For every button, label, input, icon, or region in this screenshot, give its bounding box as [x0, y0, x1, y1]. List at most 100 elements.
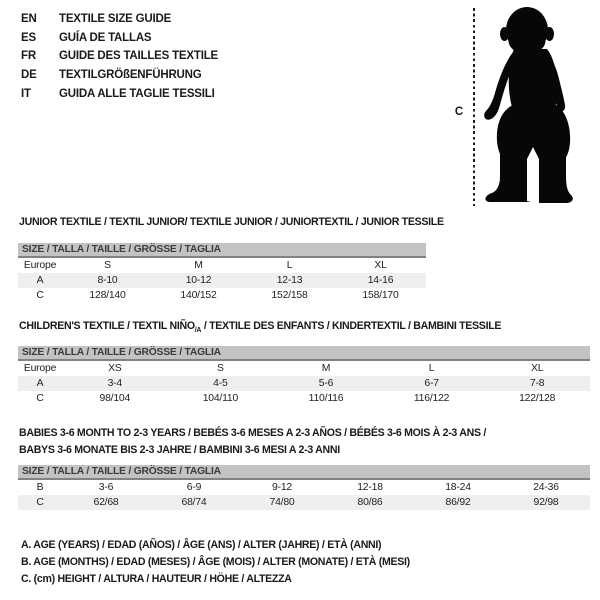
age-cell: 6-9: [186, 482, 202, 493]
row-label: A: [36, 275, 44, 286]
table-row-europe: Europe XS S M L XL: [18, 361, 590, 376]
language-row-en: EN TEXTILE SIZE GUIDE: [21, 10, 218, 29]
table-row-height-cm: C 128/140 140/152 152/158 158/170: [18, 288, 426, 303]
row-label: Europe: [23, 260, 57, 271]
table-row-age-years: A 3-4 4-5 5-6 6-7 7-8: [18, 376, 590, 391]
age-cell: 24-36: [533, 482, 559, 493]
size-cell: M: [194, 260, 203, 271]
age-cell: 4-5: [213, 378, 228, 389]
legend-footnotes: A. AGE (YEARS) / EDAD (AÑOS) / ÂGE (ANS)…: [21, 536, 410, 588]
language-row-fr: FR GUIDE DES TAILLES TEXTILE: [21, 47, 218, 66]
children-title-subscript: /A: [194, 327, 202, 335]
silhouette-cheeks: [508, 28, 546, 54]
row-label: A: [36, 378, 44, 389]
silhouette-leg-left: [485, 153, 531, 202]
size-header-bar: SIZE / TALLA / TAILLE / GRÖSSE / TAGLIA: [18, 243, 426, 258]
language-title: TEXTILGRÖßENFÜHRUNG: [59, 69, 202, 82]
language-code: ES: [21, 31, 36, 44]
babies-title-line2: BABYS 3-6 MONATE BIS 2-3 JAHRE / BAMBINI…: [19, 443, 340, 456]
height-cell: 68/74: [181, 497, 207, 508]
size-cell: M: [321, 363, 331, 374]
age-cell: 3-4: [107, 378, 123, 389]
height-cell: 140/152: [180, 290, 217, 301]
junior-size-table: SIZE / TALLA / TAILLE / GRÖSSE / TAGLIA …: [18, 243, 426, 303]
row-label: C: [36, 290, 44, 301]
age-cell: 14-16: [367, 275, 394, 286]
height-cell: 122/128: [519, 393, 556, 404]
footnote-age-months: B. AGE (MONTHS) / EDAD (MESES) / ÂGE (MO…: [21, 555, 410, 568]
babies-size-table: SIZE / TALLA / TAILLE / GRÖSSE / TAGLIA …: [18, 465, 590, 510]
size-header-bar: SIZE / TALLA / TAILLE / GRÖSSE / TAGLIA: [18, 465, 590, 480]
row-label: Europe: [23, 363, 57, 374]
height-cell: 116/122: [413, 393, 450, 404]
language-code: EN: [21, 13, 37, 26]
language-code: FR: [21, 50, 36, 63]
children-table-title: CHILDREN'S TEXTILE / TEXTIL NIÑO/A / TEX…: [19, 320, 501, 334]
size-cell: S: [104, 260, 111, 271]
height-cell: 128/140: [89, 290, 126, 301]
height-cell: 86/92: [445, 497, 471, 508]
height-cell: 104/110: [202, 393, 239, 404]
table-row-height-cm: C 62/68 68/74 74/80 80/86 86/92 92/98: [18, 495, 590, 510]
height-measure-label: C: [454, 106, 464, 118]
age-cell: 3-6: [98, 482, 114, 493]
size-cell: L: [286, 260, 293, 271]
size-cell: L: [428, 363, 435, 374]
children-title-suffix: / TEXTILE DES ENFANTS / KINDERTEXTIL / B…: [201, 320, 502, 332]
silhouette-torso: [508, 49, 558, 115]
table-row-age-years: A 8-10 10-12 12-13 14-16: [18, 273, 426, 288]
height-cell: 110/116: [308, 393, 344, 404]
age-cell: 12-13: [276, 275, 303, 286]
height-cell: 98/104: [99, 393, 131, 404]
junior-table-title: JUNIOR TEXTILE / TEXTIL JUNIOR/ TEXTILE …: [19, 216, 444, 228]
height-cell: 62/68: [93, 497, 119, 508]
toddler-silhouette-image: [484, 7, 573, 203]
silhouette-shorts: [496, 104, 571, 165]
babies-table-title: BABIES 3-6 MONTH TO 2-3 YEARS / BEBÉS 3-…: [19, 424, 486, 458]
height-cell: 158/170: [362, 290, 399, 301]
age-cell: 9-12: [272, 482, 292, 493]
row-label: C: [36, 393, 44, 404]
babies-table-grid: B 3-6 6-9 9-12 12-18 18-24 24-36 C 62/68…: [18, 480, 590, 510]
age-cell: 10-12: [185, 275, 212, 286]
size-header-bar: SIZE / TALLA / TAILLE / GRÖSSE / TAGLIA: [18, 346, 590, 361]
size-cell: XL: [531, 363, 544, 374]
language-title-block: EN TEXTILE SIZE GUIDE ES GUÍA DE TALLAS …: [21, 10, 218, 103]
age-cell: 6-7: [424, 378, 439, 389]
height-dashed-line: [473, 8, 475, 206]
language-row-de: DE TEXTILGRÖßENFÜHRUNG: [21, 66, 218, 85]
language-row-it: IT GUIDA ALLE TAGLIE TESSILI: [21, 84, 218, 103]
footnote-age-years: A. AGE (YEARS) / EDAD (AÑOS) / ÂGE (ANS)…: [21, 538, 382, 551]
size-cell: XS: [108, 363, 122, 374]
language-title: GUIDE DES TAILLES TEXTILE: [59, 50, 218, 63]
silhouette-ear-right: [545, 27, 554, 41]
language-row-es: ES GUÍA DE TALLAS: [21, 29, 218, 48]
height-cell: 92/98: [533, 497, 559, 508]
silhouette-leg-right: [539, 153, 573, 203]
age-cell: 12-18: [357, 482, 383, 493]
age-cell: 5-6: [318, 378, 334, 389]
babies-title-line1: BABIES 3-6 MONTH TO 2-3 YEARS / BEBÉS 3-…: [19, 426, 487, 439]
language-title: GUÍA DE TALLAS: [59, 31, 152, 44]
size-cell: S: [217, 363, 224, 374]
silhouette-arm-left: [484, 51, 516, 120]
table-row-age-months: B 3-6 6-9 9-12 12-18 18-24 24-36: [18, 480, 590, 495]
junior-table-grid: Europe S M L XL A 8-10 10-12 12-13 14-16…: [18, 258, 426, 303]
language-title: TEXTILE SIZE GUIDE: [59, 13, 172, 26]
language-code: IT: [21, 87, 31, 100]
age-cell: 18-24: [445, 482, 471, 493]
silhouette-ear-left: [500, 27, 509, 41]
row-label: B: [36, 482, 44, 493]
size-header-label: SIZE / TALLA / TAILLE / GRÖSSE / TAGLIA: [22, 244, 221, 255]
height-cell: 80/86: [357, 497, 383, 508]
row-label: C: [36, 497, 44, 508]
age-cell: 8-10: [97, 275, 118, 286]
size-cell: XL: [374, 260, 387, 271]
silhouette-arm-right: [540, 50, 566, 112]
age-cell: 7-8: [529, 378, 545, 389]
language-title: GUIDA ALLE TAGLIE TESSILI: [59, 87, 215, 100]
height-cell: 152/158: [271, 290, 308, 301]
footnote-height: C. (cm) HEIGHT / ALTURA / HAUTEUR / HÖHE…: [21, 572, 292, 585]
language-code: DE: [21, 69, 37, 82]
height-cell: 74/80: [269, 497, 295, 508]
